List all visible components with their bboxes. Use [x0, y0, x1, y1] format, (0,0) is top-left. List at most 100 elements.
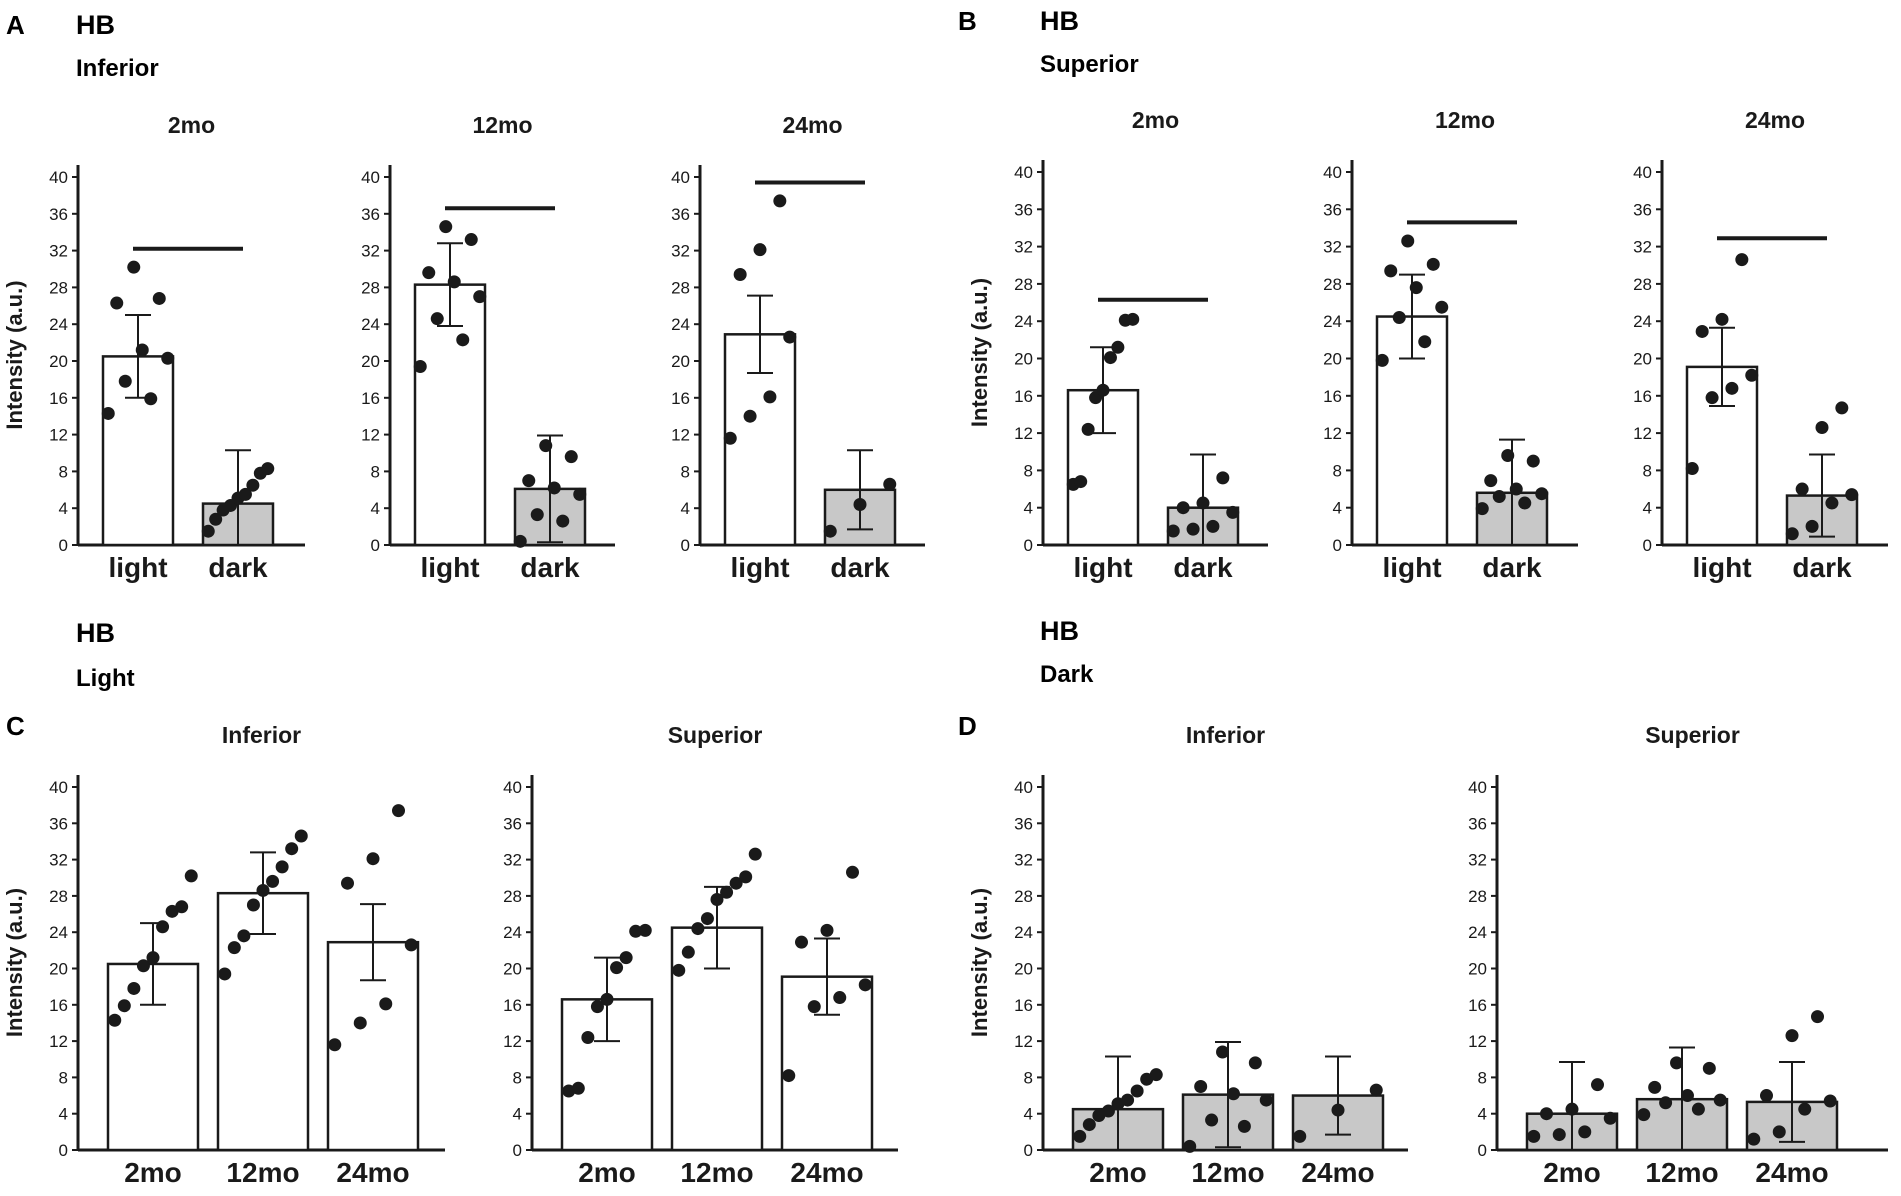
data-point [729, 876, 743, 890]
chart-a-12mo: 12mo 0 4 8 12 16 20 24 28 32 36 40 light dark [361, 112, 615, 583]
data-point [564, 450, 578, 464]
data-point [619, 951, 633, 965]
data-point [1392, 310, 1406, 324]
x-tick-label-24mo: 24mo [336, 1157, 409, 1188]
panel-subtitle-c: Light [76, 665, 135, 692]
data-point [1715, 312, 1729, 326]
data-point [590, 1000, 604, 1014]
y-tick-label: 32 [1468, 851, 1487, 870]
data-point [1785, 1029, 1799, 1043]
y-tick-label: 32 [361, 242, 380, 261]
y-tick-label: 32 [49, 851, 68, 870]
y-tick-label: 32 [1633, 238, 1652, 257]
y-tick-label: 4 [59, 499, 68, 518]
y-tick-label: 28 [503, 887, 522, 906]
data-point [513, 534, 527, 548]
data-point [1096, 383, 1110, 397]
data-point [556, 514, 570, 528]
data-point [353, 1016, 367, 1030]
data-point [629, 924, 643, 938]
chart-d-superior: Superior 0 4 8 12 16 20 24 28 32 36 40 2mo 12mo 24mo [1468, 722, 1888, 1188]
y-tick-label: 36 [1014, 200, 1033, 219]
data-point [710, 893, 724, 907]
data-point [256, 883, 270, 897]
data-point [1760, 1089, 1773, 1103]
y-tick-label: 36 [49, 205, 68, 224]
data-point [1823, 1094, 1837, 1108]
x-tick-label-dark: dark [1792, 552, 1852, 583]
data-point [1811, 1010, 1824, 1024]
data-point [144, 392, 158, 406]
chart-d-inferior: Inferior 0 4 8 12 16 20 24 28 32 36 40 Intensity (a.… [967, 722, 1408, 1188]
y-tick-label: 8 [681, 462, 690, 481]
data-point [1591, 1078, 1604, 1092]
data-point [1772, 1125, 1786, 1139]
data-point [1680, 1089, 1694, 1103]
y-tick-label: 16 [361, 389, 380, 408]
data-point [328, 1038, 342, 1052]
data-point [1248, 1056, 1262, 1070]
data-point [1121, 1093, 1135, 1107]
data-point [1384, 264, 1398, 278]
data-point [1835, 401, 1849, 415]
y-tick-label: 24 [49, 923, 68, 942]
data-point [1725, 381, 1739, 395]
y-tick-label: 20 [1468, 960, 1487, 979]
y-tick-label: 20 [1014, 350, 1033, 369]
data-point [1798, 1102, 1812, 1116]
data-point [238, 487, 252, 501]
y-tick-label: 28 [49, 887, 68, 906]
bar-light [413, 283, 487, 547]
data-point [473, 290, 487, 304]
chart-title: 24mo [782, 112, 842, 138]
data-point [246, 898, 260, 912]
y-tick-label: 40 [1633, 163, 1652, 182]
y-tick-label: 32 [671, 242, 690, 261]
chart-c-superior: Superior 0 4 8 12 16 20 24 28 32 36 40 2mo 12mo 24mo [503, 722, 898, 1188]
data-point [581, 1030, 595, 1044]
data-point [1081, 422, 1095, 436]
panel-letter-c: C [6, 711, 25, 741]
y-tick-label: 24 [1014, 312, 1033, 331]
bar-2mo [106, 962, 200, 1152]
chart-title: 12mo [472, 112, 532, 138]
panel-letter-b: B [958, 6, 977, 36]
data-point [135, 343, 149, 357]
y-tick-label: 4 [1024, 1105, 1033, 1124]
data-point [691, 922, 705, 936]
data-point [522, 474, 536, 488]
data-point [573, 487, 587, 501]
y-tick-label: 12 [1323, 424, 1342, 443]
panel-title-b: HB [1040, 6, 1079, 36]
data-point [1082, 1118, 1096, 1132]
data-point [723, 431, 737, 445]
y-axis-label: Intensity (a.u.) [2, 888, 27, 1037]
y-tick-label: 12 [49, 1032, 68, 1051]
data-point [681, 945, 695, 959]
data-point [413, 360, 427, 374]
y-tick-label: 12 [1633, 424, 1652, 443]
data-point [175, 900, 189, 914]
y-tick-label: 16 [1014, 996, 1033, 1015]
data-point [1825, 496, 1839, 510]
y-tick-label: 8 [1024, 1068, 1033, 1087]
data-point [341, 876, 354, 890]
data-point [156, 920, 170, 934]
data-point [1426, 257, 1440, 271]
data-point [1691, 1102, 1705, 1116]
y-tick-label: 28 [1014, 887, 1033, 906]
data-point [1745, 368, 1759, 382]
y-tick-label: 28 [1323, 275, 1342, 294]
y-tick-label: 40 [49, 778, 68, 797]
data-point [1259, 1093, 1273, 1107]
data-point [1795, 482, 1809, 496]
y-tick-label: 28 [671, 278, 690, 297]
x-tick-label-2mo: 2mo [1089, 1157, 1147, 1188]
y-tick-label: 0 [513, 1141, 522, 1160]
data-point [294, 829, 308, 843]
x-tick-label-dark: dark [1173, 552, 1233, 583]
panel-title-a: HB [76, 10, 115, 40]
data-point [1484, 474, 1498, 488]
data-point [118, 374, 132, 388]
chart-title: 2mo [1132, 107, 1179, 133]
